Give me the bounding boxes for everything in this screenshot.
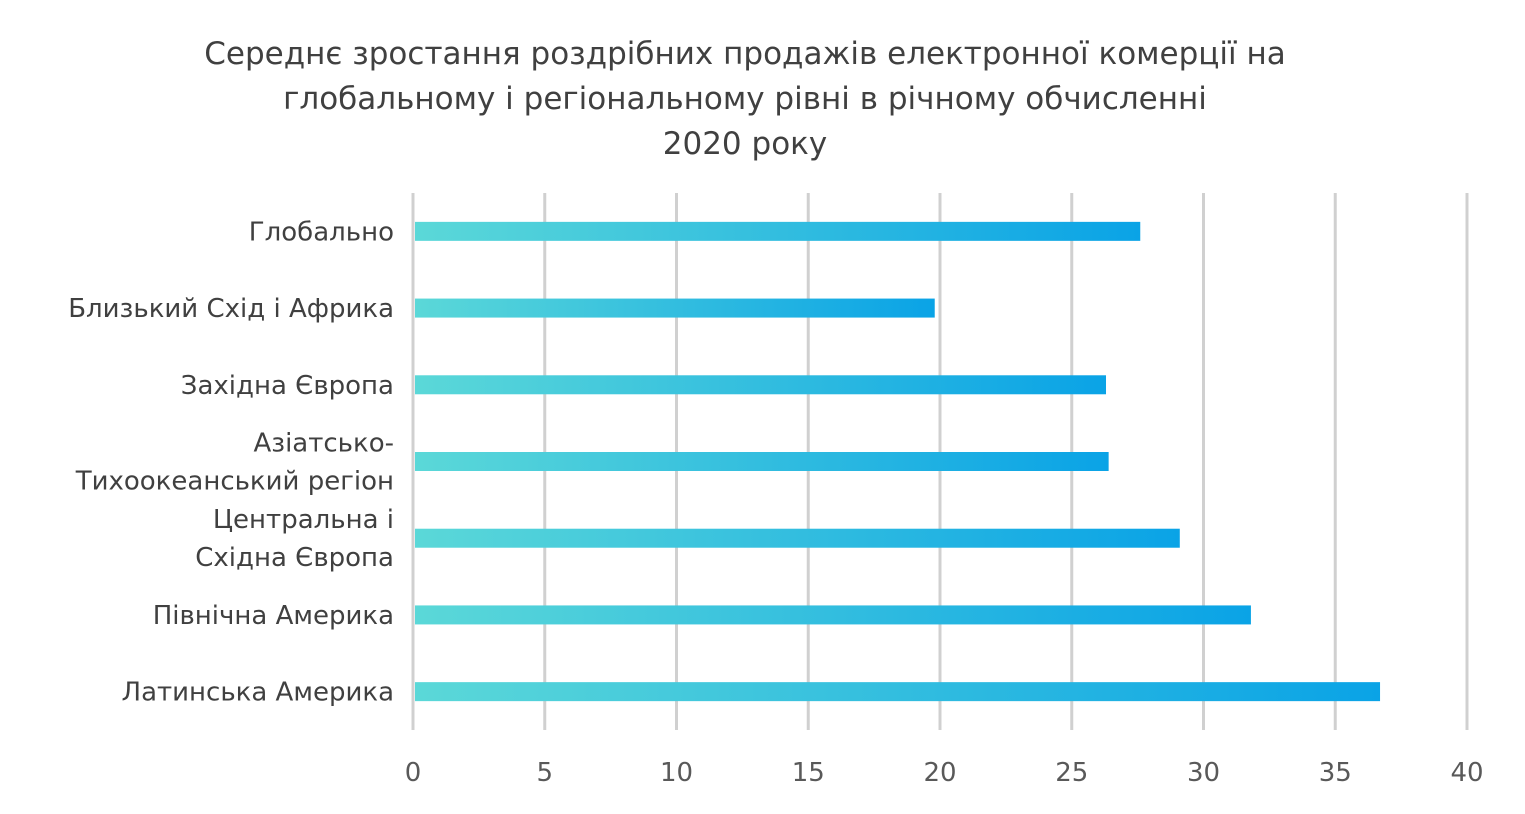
bar xyxy=(415,528,1180,548)
bar xyxy=(415,375,1107,395)
chart-title-line-3: 2020 року xyxy=(662,126,828,162)
bar xyxy=(415,605,1251,625)
bar xyxy=(415,221,1141,241)
x-tick-label: 40 xyxy=(1450,758,1483,788)
category-labels: Глобально Близький Схід і Африка Західна Є… xyxy=(68,217,394,707)
bars xyxy=(415,221,1381,702)
x-tick-label: 10 xyxy=(660,758,693,788)
chart-title: Середнє зростання роздрібних продажів ел… xyxy=(0,32,1490,167)
category-label: Західна Європа xyxy=(181,371,394,401)
x-tick-label: 35 xyxy=(1319,758,1352,788)
x-tick-label: 20 xyxy=(923,758,956,788)
category-label: Центральна і Східна Європа xyxy=(195,505,394,573)
category-label: Північна Америка xyxy=(153,601,394,631)
category-label: Латинська Америка xyxy=(122,678,394,708)
bar xyxy=(415,682,1381,702)
chart-title-line-2: глобальному і регіональному рівні в річн… xyxy=(283,81,1207,117)
chart-title-line-1: Середнє зростання роздрібних продажів ел… xyxy=(204,36,1286,72)
x-tick-label: 30 xyxy=(1187,758,1220,788)
category-label: Азіатсько-Тихоокеанський регіон xyxy=(75,429,394,497)
bar xyxy=(415,452,1109,471)
x-tick-label: 25 xyxy=(1055,758,1088,788)
x-tick-label: 0 xyxy=(405,758,422,788)
bar xyxy=(415,298,935,318)
category-label: Глобально xyxy=(249,217,394,247)
x-tick-label: 5 xyxy=(536,758,553,788)
category-label: Близький Схід і Африка xyxy=(68,294,394,324)
x-tick-label: 15 xyxy=(792,758,825,788)
x-axis-tick-labels: 0 5 10 15 20 25 30 35 40 xyxy=(405,758,1484,788)
